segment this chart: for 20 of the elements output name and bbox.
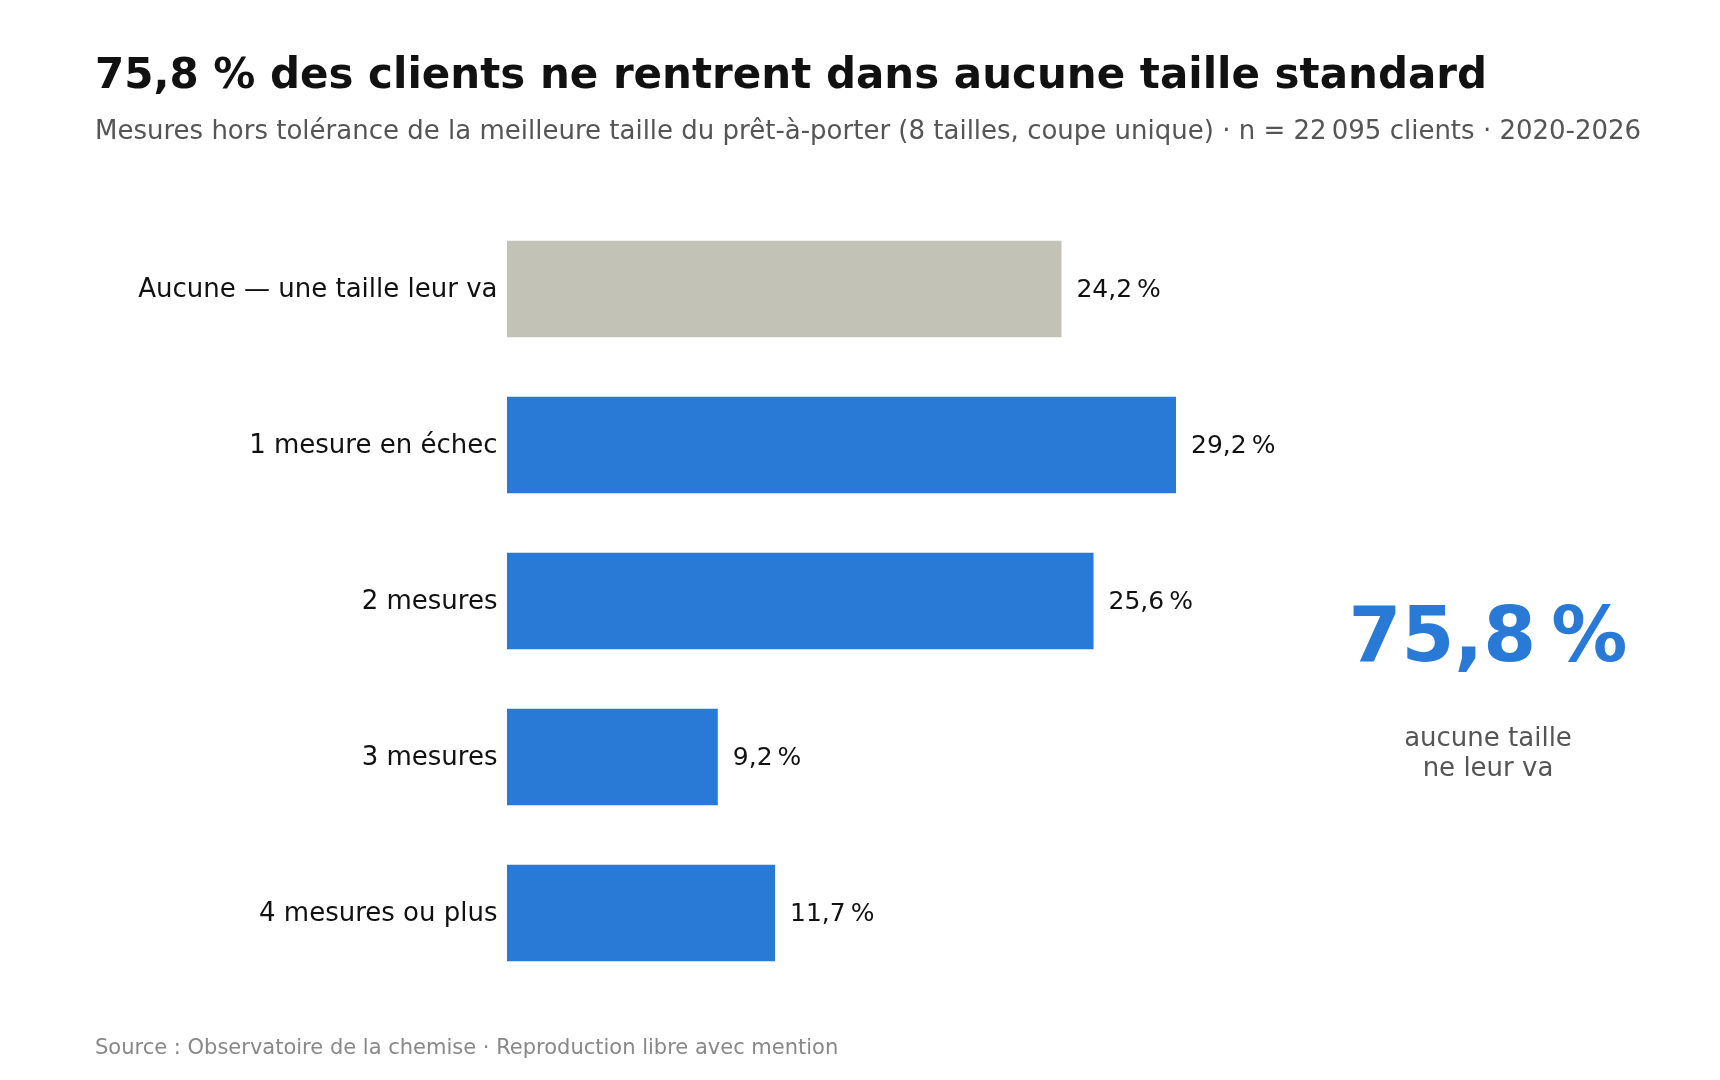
y-tick-label: 3 mesures [361, 741, 498, 771]
y-tick-label: 4 mesures ou plus [259, 897, 498, 927]
bar [507, 552, 1094, 650]
data-label: 29,2 % [1191, 430, 1276, 459]
bar [507, 864, 776, 962]
data-label: 11,7 % [790, 898, 875, 927]
data-label: 24,2 % [1076, 274, 1161, 303]
bar [507, 396, 1176, 494]
chart-subtitle: Mesures hors tolérance de la meilleure taille du prêt-à-porter (8 tailles, coupe unique) · n = 22 095 clients · 2020-2026 [95, 115, 1642, 145]
text: 75,8 % [1348, 590, 1628, 679]
source-note: Source : Observatoire de la chemise · Reproduction libre avec mention [95, 1035, 839, 1059]
bar [507, 240, 1062, 338]
bar [507, 708, 718, 806]
data-label: 9,2 % [732, 742, 802, 771]
y-tick-label: 2 mesures [361, 585, 498, 615]
y-tick-label: 1 mesure en échec [249, 429, 498, 459]
chart-title: 75,8 % des clients ne rentrent dans aucune taille standard [95, 49, 1488, 98]
text: aucune taille ne leur va [1404, 722, 1572, 782]
y-tick-label: Aucune — une taille leur va [138, 273, 498, 303]
data-label: 25,6 % [1108, 586, 1193, 615]
